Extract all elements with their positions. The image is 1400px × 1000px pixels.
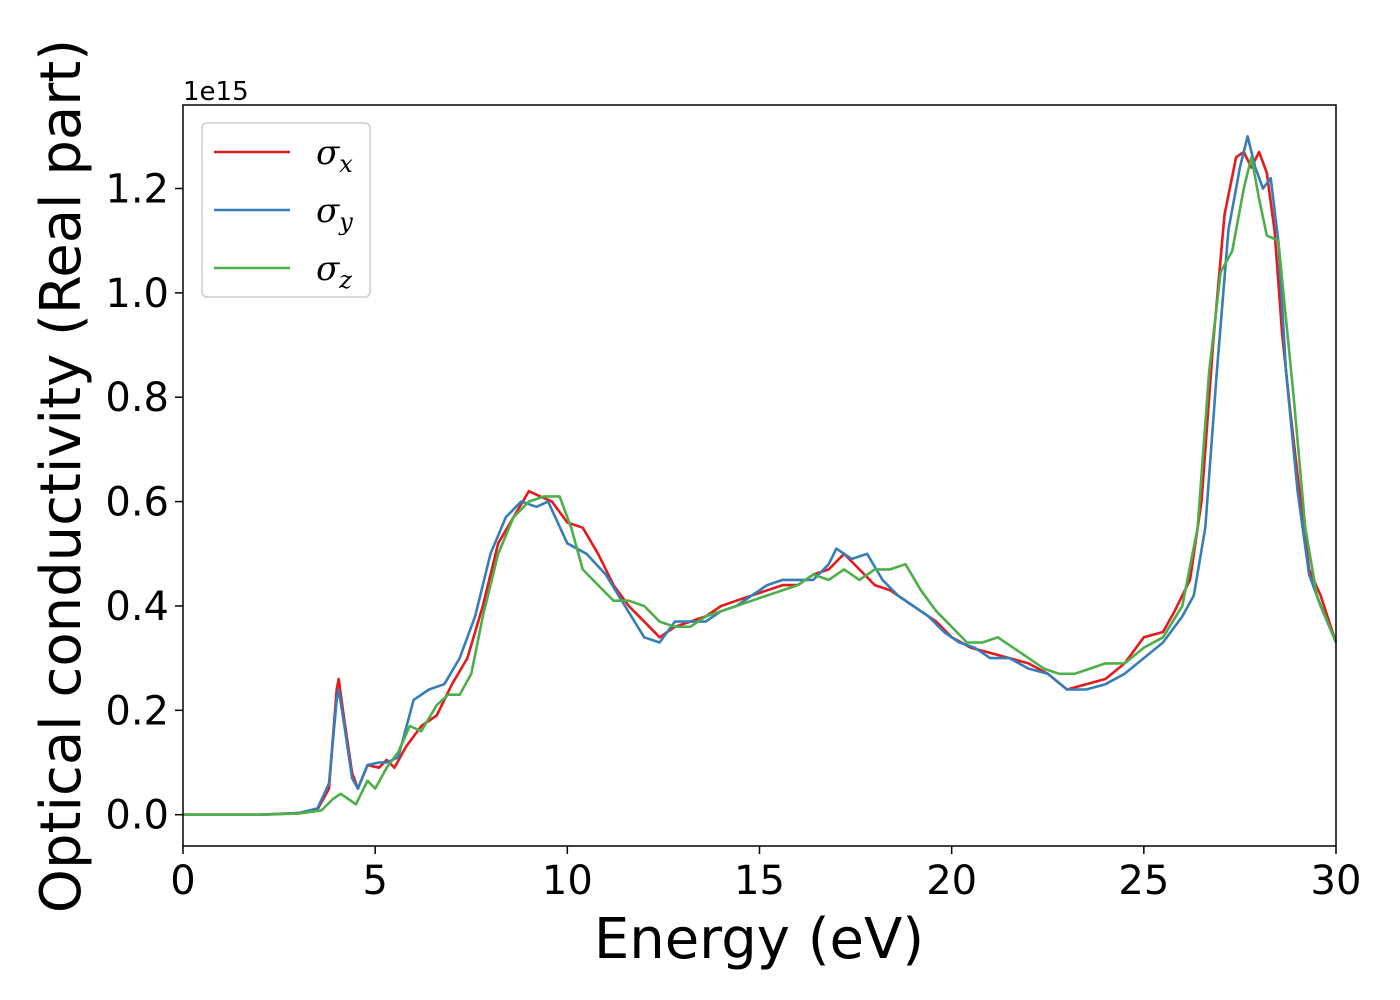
y-tick-label: 0.0 — [105, 793, 169, 839]
y-tick-label: 1.2 — [105, 166, 169, 212]
series-line-z — [183, 155, 1338, 816]
series-layer — [183, 135, 1338, 816]
legend: σx σy σz — [201, 122, 371, 298]
legend-items: σx σy σz — [214, 133, 353, 294]
x-tick-label: 10 — [542, 858, 593, 904]
y-tick-label: 0.4 — [105, 584, 169, 630]
legend-label-x: σx — [316, 133, 353, 178]
y-axis-label: Optical conductivity (Real part) — [29, 39, 94, 913]
x-tick-label: 25 — [1118, 858, 1169, 904]
y-tick-label: 0.8 — [105, 375, 169, 421]
y-tick-label: 0.2 — [105, 688, 169, 734]
y-axis-ticks: 0.0 0.2 0.4 0.6 0.8 1.0 1.2 — [105, 166, 183, 839]
x-tick-label: 15 — [734, 858, 785, 904]
y-tick-label: 0.6 — [105, 480, 169, 526]
y-offset-label: 1e15 — [183, 77, 249, 107]
x-tick-label: 5 — [362, 858, 387, 904]
x-tick-label: 30 — [1311, 858, 1362, 904]
x-axis-label: Energy (eV) — [594, 907, 924, 972]
x-tick-label: 0 — [170, 858, 195, 904]
legend-label-y: σy — [316, 191, 353, 236]
y-tick-label: 1.0 — [105, 271, 169, 317]
legend-label-z: σz — [316, 249, 352, 294]
x-axis-ticks: 0 5 10 15 20 25 30 — [170, 846, 1361, 904]
x-tick-label: 20 — [926, 858, 977, 904]
